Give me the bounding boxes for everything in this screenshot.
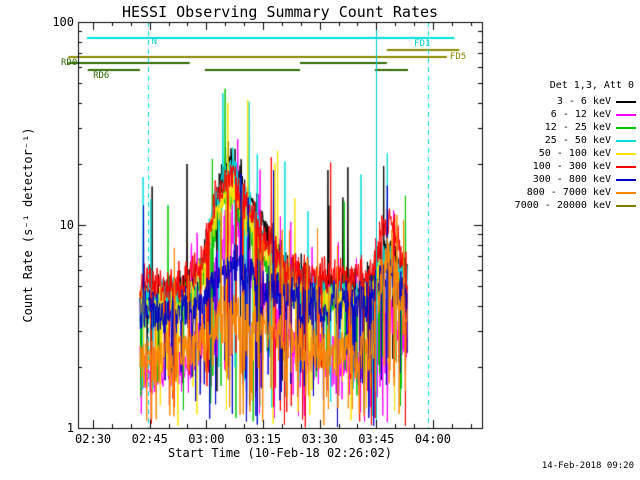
x-tick-label: 04:00 — [414, 432, 451, 446]
flag-label-rd6: RD6 — [93, 71, 110, 81]
legend-swatch — [616, 152, 636, 155]
y-tick-label: 10 — [59, 218, 74, 232]
legend-swatch — [616, 204, 636, 207]
legend-swatch — [616, 165, 636, 168]
legend-items: 3 - 6 keV 6 - 12 keV 12 - 25 keV 25 - 50 ke… — [508, 95, 636, 212]
legend-item: 25 - 50 keV — [508, 134, 636, 147]
legend-swatch — [616, 113, 636, 116]
x-tick-label: 02:30 — [75, 432, 112, 446]
flag-label-n: N — [151, 37, 158, 47]
legend-item: 12 - 25 keV — [508, 121, 636, 134]
legend-item: 100 - 300 keV — [508, 160, 636, 173]
plot-generated-timestamp: 14-Feb-2018 09:20 — [541, 461, 634, 471]
legend-title: Det 1,3, Att 0 — [549, 80, 634, 91]
legend-swatch — [616, 126, 636, 129]
flag-label-rd0: RD0 — [61, 58, 78, 68]
legend-item: 300 - 800 keV — [508, 173, 636, 186]
legend-label: 6 - 12 keV — [550, 109, 611, 120]
flag-label-fd1: FD1 — [414, 39, 431, 49]
legend-swatch — [616, 100, 636, 103]
legend-swatch — [616, 191, 636, 194]
legend-label: 7000 - 20000 keV — [514, 200, 611, 211]
y-tick-label: 1 — [66, 421, 74, 435]
legend-item: 6 - 12 keV — [508, 108, 636, 121]
x-tick-label: 03:00 — [188, 432, 225, 446]
legend-label: 50 - 100 keV — [538, 148, 611, 159]
x-tick-label: 03:30 — [301, 432, 338, 446]
legend-label: 3 - 6 keV — [556, 96, 611, 107]
legend: Det 1,3, Att 0 3 - 6 keV 6 - 12 keV 12 - 2… — [508, 80, 636, 212]
legend-label: 300 - 800 keV — [532, 174, 611, 185]
flag-label-fd5: FD5 — [449, 52, 467, 62]
page-title: HESSI Observing Summary Count Rates — [121, 3, 439, 21]
legend-swatch — [616, 139, 636, 142]
legend-label: 100 - 300 keV — [532, 161, 611, 172]
x-tick-label: 03:15 — [244, 432, 282, 446]
legend-item: 800 - 7000 keV — [508, 186, 636, 199]
legend-label: 25 - 50 keV — [544, 135, 611, 146]
legend-item: 3 - 6 keV — [508, 95, 636, 108]
x-tick-label: 03:45 — [358, 432, 395, 446]
y-tick-label: 100 — [52, 15, 74, 29]
legend-item: 50 - 100 keV — [508, 147, 636, 160]
legend-label: 800 - 7000 keV — [526, 187, 611, 198]
x-axis-label: Start Time (10-Feb-18 02:26:02) — [168, 446, 392, 460]
x-tick-label: 02:45 — [131, 432, 168, 446]
legend-label: 12 - 25 keV — [544, 122, 611, 133]
legend-item: 7000 - 20000 keV — [508, 199, 636, 212]
legend-swatch — [616, 178, 636, 181]
